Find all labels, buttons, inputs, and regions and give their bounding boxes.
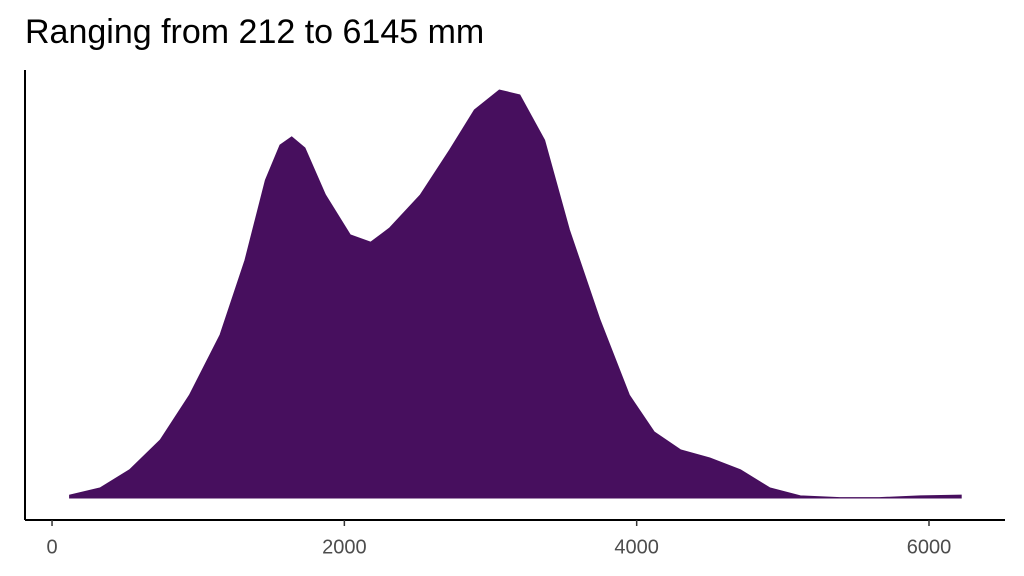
x-tick-label: 0 xyxy=(46,536,57,558)
chart-title: Ranging from 212 to 6145 mm xyxy=(25,13,484,51)
density-area xyxy=(69,89,962,499)
x-tick-label: 6000 xyxy=(907,536,952,558)
x-tick-label: 2000 xyxy=(322,536,367,558)
x-tick-label: 4000 xyxy=(614,536,659,558)
